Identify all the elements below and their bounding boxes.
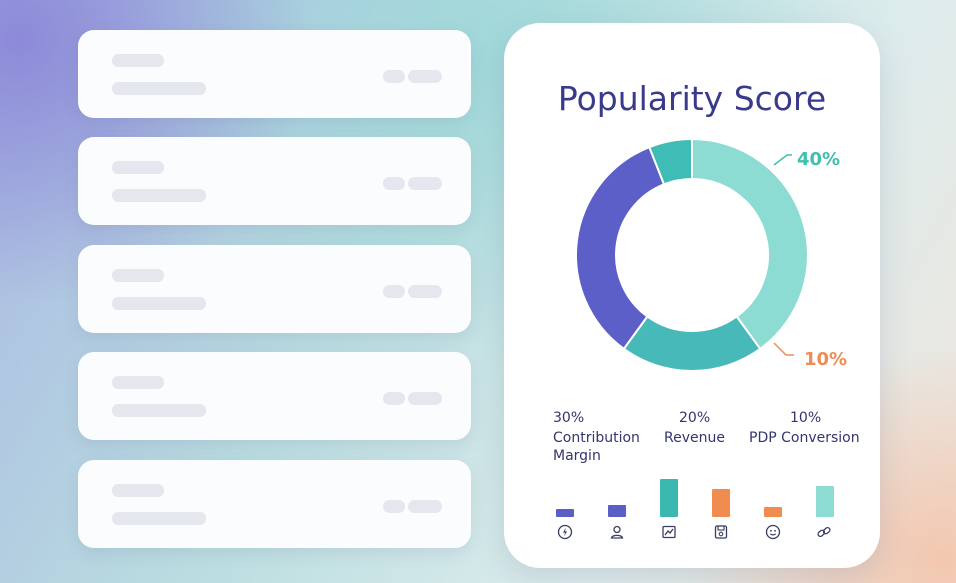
legend-pct-pdp: 10% — [790, 410, 822, 426]
donut-segment-3 — [648, 137, 693, 186]
link-icon — [817, 526, 831, 538]
mini-bar — [556, 509, 574, 517]
donut-segment-1 — [622, 315, 762, 372]
donut-segment-2 — [575, 145, 666, 351]
callout-label-40: 40% — [797, 149, 841, 170]
placeholder-pill — [408, 392, 442, 405]
donut-chart — [575, 137, 809, 372]
mini-bar — [608, 505, 626, 517]
list-item[interactable] — [78, 245, 471, 333]
list-item[interactable] — [78, 460, 471, 548]
list-item[interactable] — [78, 352, 471, 440]
placeholder-pill — [408, 177, 442, 190]
card-title: Popularity Score — [557, 79, 827, 118]
placeholder-pill — [383, 70, 405, 83]
mini-bar — [660, 479, 678, 517]
placeholder-line — [112, 54, 164, 67]
legend-label-revenue: Revenue — [664, 430, 725, 446]
callout-line-40 — [773, 154, 792, 166]
list-item[interactable] — [78, 30, 471, 118]
legend-label-pdp: PDP Conversion — [749, 430, 860, 446]
placeholder-line — [112, 404, 206, 417]
callout-label-10: 10% — [804, 349, 848, 370]
placeholder-line — [112, 512, 206, 525]
user-icon — [610, 525, 624, 539]
mini-bar — [816, 486, 834, 517]
placeholder-pill — [408, 70, 442, 83]
legend-label-contribution: Contribution Margin — [553, 430, 640, 464]
placeholder-line — [112, 484, 164, 497]
smile-icon — [765, 524, 781, 540]
placeholder-pill — [383, 392, 405, 405]
placeholder-line — [112, 269, 164, 282]
save-icon — [714, 525, 728, 539]
mini-bar — [712, 489, 730, 517]
popularity-score-card: Popularity Score 40% 10% 30% Contributio… — [504, 23, 880, 568]
chart-icon — [662, 525, 676, 539]
mini-bar — [764, 507, 782, 517]
placeholder-pill — [408, 500, 442, 513]
callout-line-10 — [773, 342, 794, 356]
legend-pct-revenue: 20% — [679, 410, 711, 426]
bolt-icon — [557, 524, 573, 540]
list-item[interactable] — [78, 137, 471, 225]
placeholder-line — [112, 297, 206, 310]
placeholder-pill — [383, 177, 405, 190]
placeholder-pill — [383, 285, 405, 298]
placeholder-line — [112, 376, 164, 389]
legend-pct-contribution: 30% — [553, 410, 585, 426]
placeholder-pill — [408, 285, 442, 298]
placeholder-line — [112, 189, 206, 202]
placeholder-pill — [383, 500, 405, 513]
placeholder-line — [112, 161, 164, 174]
placeholder-line — [112, 82, 206, 95]
donut-segment-0 — [691, 137, 809, 351]
